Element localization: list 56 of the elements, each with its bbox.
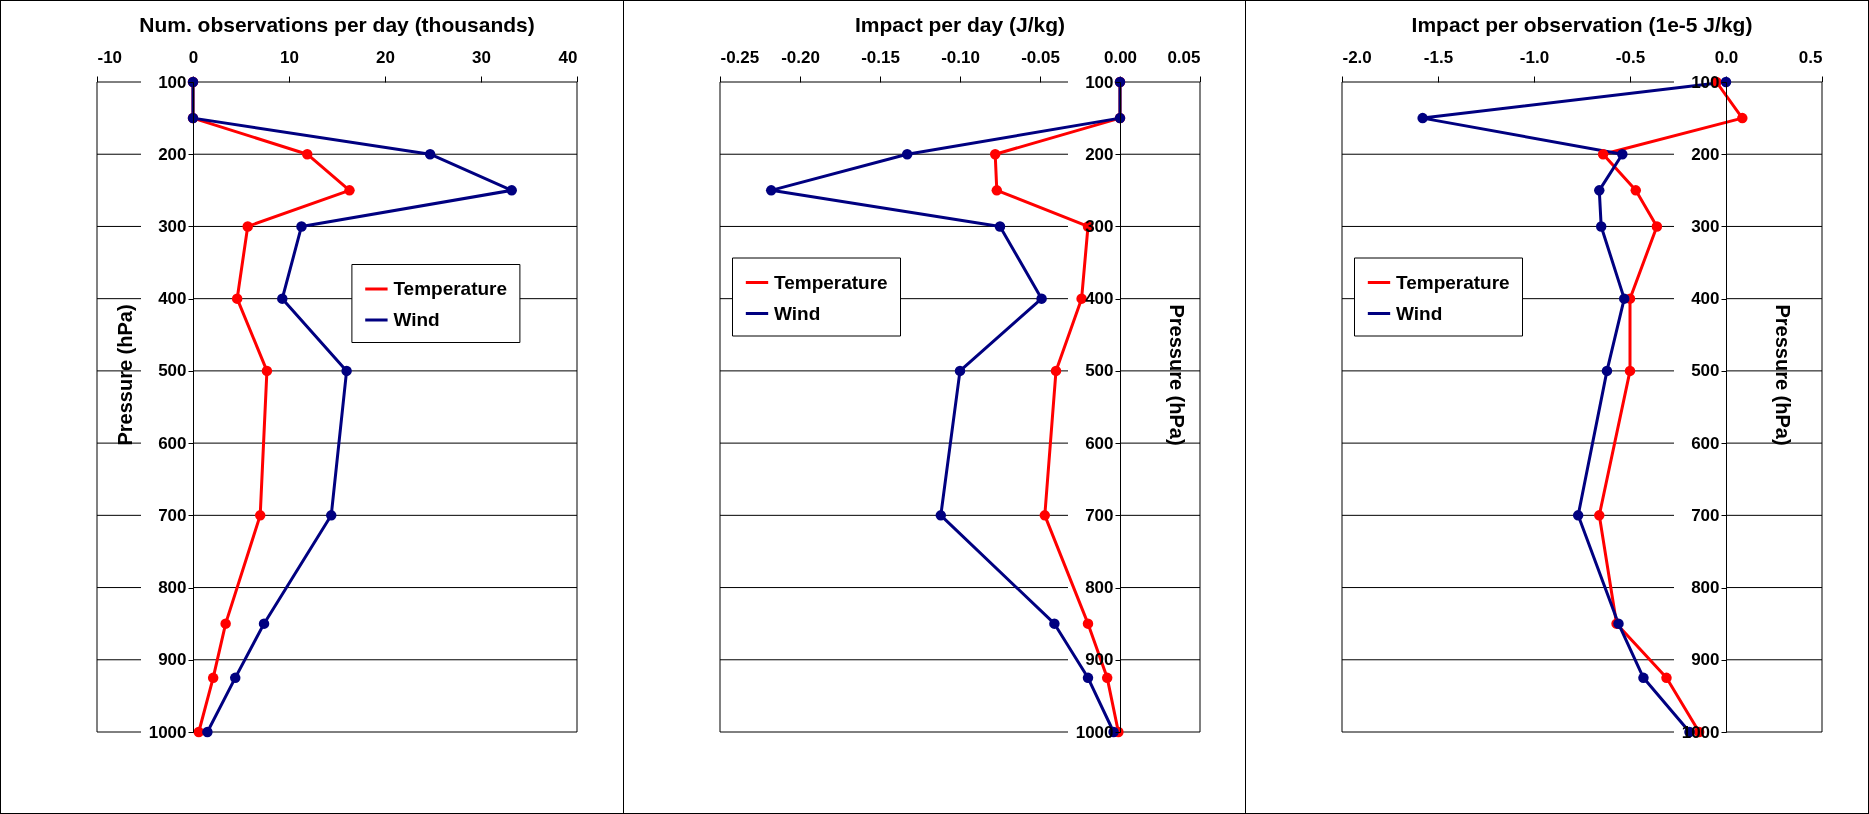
y-tick-label: 100: [1084, 72, 1113, 92]
x-tick-label: 10: [279, 47, 299, 67]
y-tick-label: 600: [1691, 433, 1720, 453]
y-tick-label: 200: [1691, 144, 1720, 164]
y-tick-label: 500: [1084, 361, 1113, 381]
y-tick-label: 500: [157, 361, 187, 381]
legend-label: Wind: [773, 302, 820, 324]
x-tick-label: -10: [97, 47, 122, 67]
legend-label: Temperature: [773, 271, 888, 293]
x-tick-label: 0: [188, 47, 199, 67]
x-tick-label: -1.0: [1520, 47, 1550, 67]
x-tick-label: -0.25: [720, 47, 759, 67]
y-tick-label: 700: [1084, 505, 1113, 525]
y-tick-label: 100: [157, 72, 187, 92]
y-axis-title: Pressure (hPa): [113, 304, 136, 446]
y-tick-label: 400: [1084, 289, 1113, 309]
x-tick-label: 0.00: [1103, 47, 1137, 67]
y-tick-label: 500: [1691, 361, 1720, 381]
x-tick-label: 0.05: [1166, 47, 1200, 67]
y-tick-label: 700: [1691, 505, 1720, 525]
y-tick-label: 700: [157, 505, 187, 525]
y-tick-label: 800: [157, 578, 187, 598]
chart-title: Impact per observation (1e-5 J/kg): [1411, 13, 1753, 36]
legend-label: Temperature: [1396, 271, 1510, 293]
y-tick-label: 300: [1691, 216, 1720, 236]
y-axis-title: Pressure (hPa): [1771, 304, 1794, 446]
chart-title: Impact per day (J/kg): [854, 13, 1065, 36]
x-tick-label: -0.20: [780, 47, 820, 67]
y-tick-label: 600: [1084, 433, 1113, 453]
legend-label: Wind: [393, 309, 440, 330]
legend-label: Temperature: [393, 278, 507, 299]
y-tick-label: 800: [1084, 578, 1113, 598]
x-tick-label: -0.10: [940, 47, 980, 67]
chart-title: Num. observations per day (thousands): [139, 13, 535, 36]
y-tick-label: 400: [1691, 289, 1720, 309]
y-tick-label: 900: [157, 650, 187, 670]
x-tick-label: 20: [375, 47, 395, 67]
y-tick-label: 1000: [148, 722, 187, 742]
x-tick-label: -1.5: [1424, 47, 1454, 67]
y-tick-label: 200: [1084, 144, 1113, 164]
x-tick-label: 40: [558, 47, 578, 67]
y-tick-label: 200: [157, 144, 187, 164]
legend-label: Wind: [1396, 302, 1443, 324]
y-tick-label: 300: [157, 216, 187, 236]
y-tick-label: 600: [157, 433, 187, 453]
x-tick-label: -0.5: [1616, 47, 1646, 67]
y-tick-label: 900: [1691, 650, 1720, 670]
y-tick-label: 400: [157, 289, 187, 309]
x-tick-label: 0.0: [1714, 47, 1739, 67]
x-tick-label: 30: [471, 47, 491, 67]
y-tick-label: 800: [1691, 578, 1720, 598]
y-axis-title: Pressure (hPa): [1165, 304, 1187, 446]
x-tick-label: -2.0: [1342, 47, 1372, 67]
x-tick-label: -0.15: [860, 47, 900, 67]
x-tick-label: -0.05: [1020, 47, 1060, 67]
x-tick-label: 0.5: [1799, 47, 1823, 67]
